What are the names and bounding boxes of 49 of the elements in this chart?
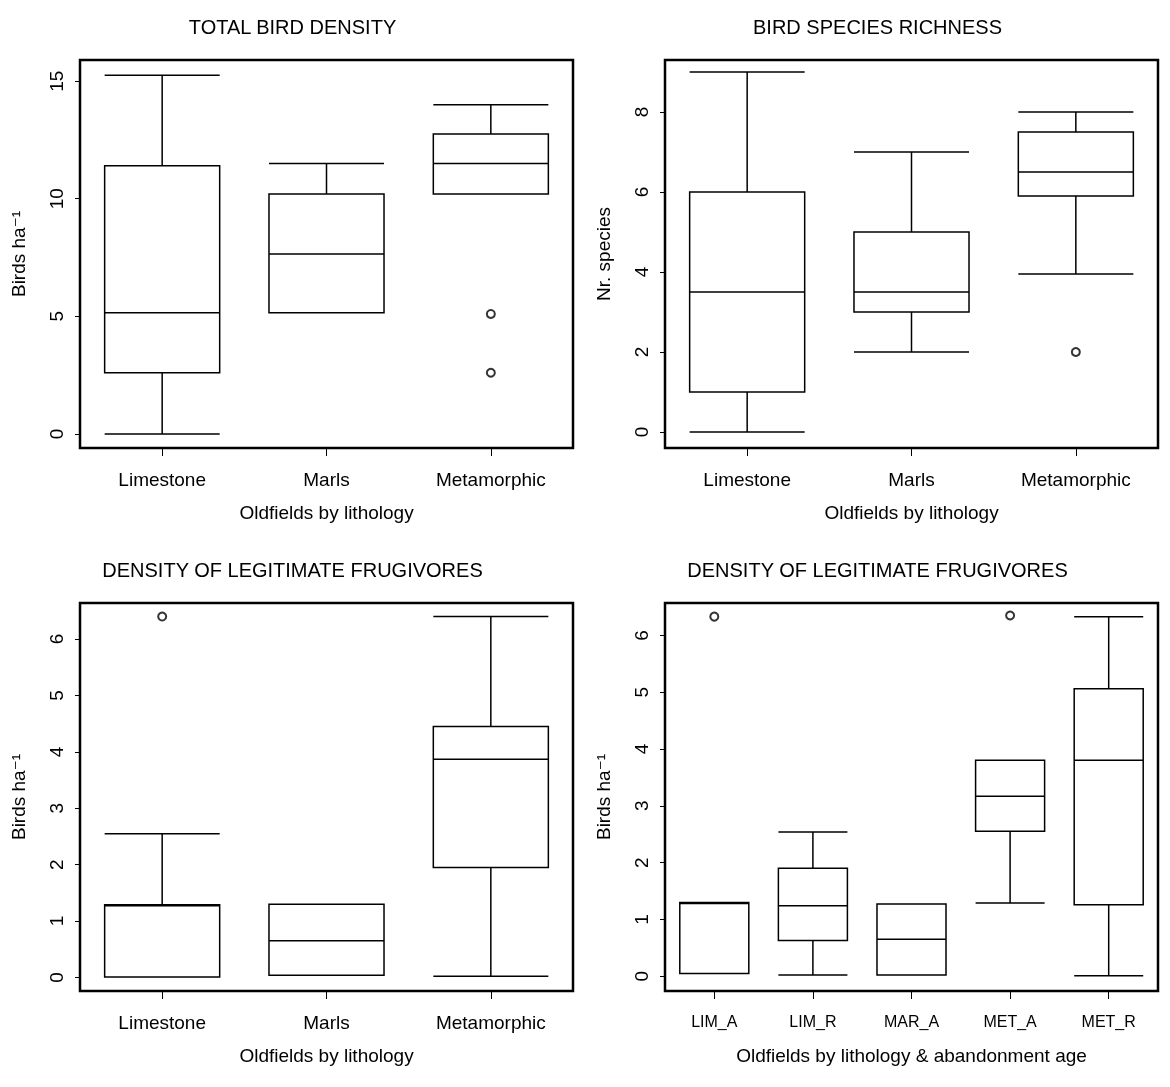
y-tick-label: 2 [631, 857, 652, 868]
y-tick-label: 4 [631, 266, 652, 278]
y-tick-label: 3 [631, 800, 652, 812]
x-tick-label: Limestone [118, 469, 206, 490]
y-tick-label: 2 [631, 346, 652, 358]
x-axis-title: Oldfields by lithology [239, 1045, 415, 1066]
y-tick-label: 8 [631, 106, 652, 118]
x-tick-label: Metamorphic [435, 1012, 546, 1033]
chart-title: BIRD SPECIES RICHNESS [753, 16, 1002, 38]
y-tick-label: 5 [46, 690, 67, 701]
y-axis-title: Birds ha⁻¹ [8, 210, 29, 298]
y-tick-label: 0 [631, 426, 652, 438]
x-tick-label: Metamorphic [1020, 469, 1131, 490]
y-tick-label: 0 [46, 428, 67, 440]
y-tick-label: 6 [631, 186, 652, 198]
x-tick-label: Marls [303, 1012, 350, 1033]
x-axis-title: Oldfields by lithology & abandonment age [736, 1045, 1087, 1066]
y-tick-label: 0 [46, 972, 67, 983]
x-axis-title: Oldfields by lithology [824, 502, 1000, 523]
y-tick-label: 6 [46, 633, 67, 645]
y-tick-label: 5 [631, 686, 652, 698]
y-tick-label: 0 [631, 970, 652, 982]
y-axis-title: Birds ha⁻¹ [8, 753, 29, 841]
x-tick-label: Metamorphic [435, 469, 546, 490]
chart-title: DENSITY OF LEGITIMATE FRUGIVORES [102, 559, 483, 581]
x-tick-label: Marls [888, 469, 935, 490]
y-tick-label: 10 [46, 188, 67, 210]
y-tick-label: 15 [46, 70, 67, 92]
chart-title: TOTAL BIRD DENSITY [188, 16, 397, 38]
y-tick-label: 4 [631, 743, 652, 755]
x-tick-label: Limestone [118, 1012, 206, 1033]
y-axis-title: Nr. species [593, 207, 614, 301]
x-tick-label: MET_R [1081, 1012, 1136, 1031]
x-tick-label: MET_A [983, 1012, 1038, 1031]
y-tick-label: 1 [46, 915, 67, 927]
y-axis-title: Birds ha⁻¹ [593, 753, 614, 841]
y-tick-label: 5 [46, 311, 67, 322]
x-tick-label: MAR_A [883, 1012, 940, 1031]
x-tick-label: LIM_R [789, 1012, 837, 1031]
y-tick-label: 6 [631, 630, 652, 641]
x-axis-title: Oldfields by lithology [239, 502, 415, 523]
y-tick-label: 2 [46, 859, 67, 870]
x-tick-label: LIM_A [691, 1012, 738, 1031]
y-tick-label: 4 [46, 746, 67, 758]
chart-title: DENSITY OF LEGITIMATE FRUGIVORES [687, 559, 1068, 581]
x-tick-label: Marls [303, 469, 350, 490]
y-tick-label: 3 [46, 802, 67, 814]
x-tick-label: Limestone [703, 469, 791, 490]
y-tick-label: 1 [631, 914, 652, 925]
